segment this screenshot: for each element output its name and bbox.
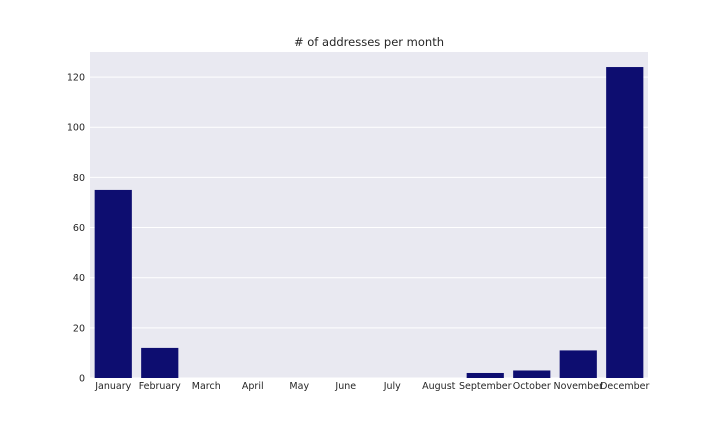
bar-february — [141, 347, 179, 378]
x-tick-label-october: October — [513, 381, 551, 392]
x-tick-label-june: June — [334, 381, 356, 392]
bar-september — [466, 372, 504, 378]
x-tick-label-march: March — [192, 381, 221, 392]
bar-october — [513, 370, 551, 378]
x-tick-label-july: July — [383, 381, 401, 392]
y-tick-label: 120 — [67, 73, 85, 84]
chart-title: # of addresses per month — [294, 35, 444, 49]
bar-january — [94, 189, 132, 378]
x-tick-label-april: April — [242, 381, 264, 392]
gridlines — [90, 76, 648, 379]
y-tick-label: 80 — [73, 173, 85, 184]
y-axis-ticks: 0 20 40 60 80 100 120 — [67, 73, 85, 385]
y-tick-label: 100 — [67, 123, 85, 134]
x-tick-label-february: February — [139, 381, 181, 392]
x-tick-label-november: November — [554, 381, 604, 392]
plot-area — [90, 52, 648, 378]
bar-november — [559, 350, 597, 378]
y-tick-label: 40 — [73, 273, 85, 284]
x-tick-label-september: September — [459, 381, 512, 392]
y-tick-label: 60 — [73, 223, 85, 234]
y-tick-label: 0 — [79, 374, 85, 385]
bar-december — [606, 67, 644, 379]
x-tick-label-august: August — [422, 381, 456, 392]
x-axis-ticks: January February March April May June July Augu… — [94, 381, 649, 392]
x-tick-label-december: December — [600, 381, 649, 392]
x-tick-label-may: May — [289, 381, 309, 392]
y-tick-label: 20 — [73, 323, 85, 334]
bars — [94, 67, 644, 379]
x-tick-label-january: January — [94, 381, 131, 392]
